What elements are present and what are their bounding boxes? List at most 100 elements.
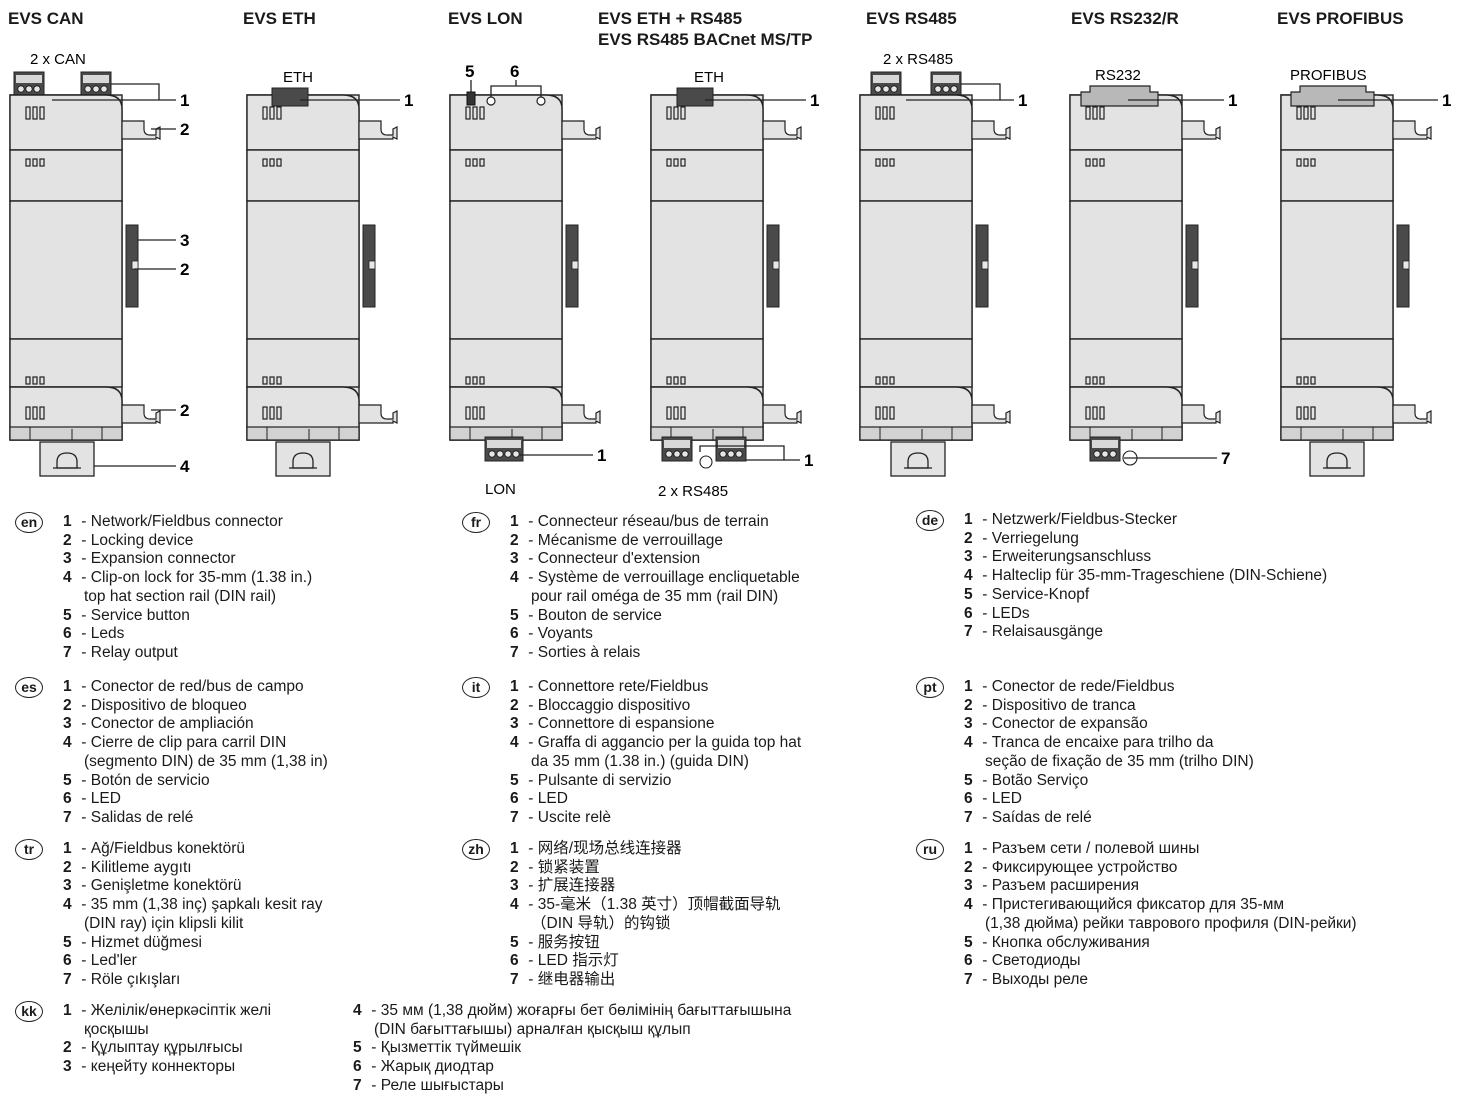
can-callout-din-clip: 4 <box>180 457 190 476</box>
rs232-relay-connector <box>1089 436 1121 462</box>
module-title-can: EVS CAN <box>8 9 84 28</box>
module-lon: 5 6 1 LON <box>449 62 606 498</box>
legend-es-item-7: 7 - Salidas de relé <box>63 808 194 826</box>
legend-kk-item-4-cont: (DIN бағыттағышы) арналған қысқыш құлып <box>374 1020 691 1038</box>
legend-pt-item-4: 4 - Tranca de encaixe para trilho da <box>964 734 1214 752</box>
legend-en-item-2: 2 - Locking device <box>63 531 194 549</box>
legend-it-item-4: 4 - Graffa di aggancio per la guida top … <box>510 734 802 752</box>
rs232-callout-connector: 1 <box>1228 91 1237 110</box>
eth-port-label: ETH <box>283 69 313 86</box>
eth-rs485-rj45-port <box>676 87 714 107</box>
legend-de-item-7: 7 - Relaisausgänge <box>964 623 1103 641</box>
eth-rs485-callout-rs485: 1 <box>804 451 813 470</box>
legend-it-item-4-cont: da 35 mm (1.38 in.) (guida DIN) <box>531 752 749 770</box>
profibus-sub-d-connector <box>1290 85 1375 107</box>
lon-service-button <box>466 91 476 106</box>
legend-es: es 1 - Conector de red/bus de campo 2 - … <box>15 677 328 828</box>
legend-en-item-7: 7 - Relay output <box>63 643 178 661</box>
legend-fr-item-4: 4 - Système de verrouillage encliquetabl… <box>510 569 800 587</box>
legend-pt-item-3: 3 - Conector de expansão <box>964 715 1148 733</box>
lang-badge-en: en <box>15 512 43 533</box>
legend-de-item-4: 4 - Halteclip für 35-mm-Trageschiene (DI… <box>964 567 1328 585</box>
legend-it: it 1 - Connettore rete/Fieldbus 2 - Bloc… <box>462 677 802 828</box>
profibus-din-clip <box>1309 441 1365 477</box>
profibus-callout-connector: 1 <box>1442 91 1451 110</box>
legend-fr-item-6: 6 - Voyants <box>510 625 593 643</box>
legend-ru-item-3: 3 - Разъем расширения <box>964 877 1140 895</box>
legend-zh-item-1: 1 - 网络/现场总线连接器 <box>510 840 682 857</box>
legend-tr-item-4: 4 - 35 mm (1,38 inç) şapkalı kesit ray <box>63 896 323 914</box>
legend-ru-item-4: 4 - Пристегивающийся фиксатор для 35-мм <box>964 896 1285 914</box>
legend-en-item-4: 4 - Clip-on lock for 35-mm (1.38 in.) <box>63 569 313 587</box>
rs232-callout-relay: 7 <box>1221 449 1230 468</box>
lon-callout-service: 5 <box>465 62 474 81</box>
legend-es-item-4: 4 - Cierre de clip para carril DIN <box>63 734 287 752</box>
legend-pt-item-6: 6 - LED <box>964 790 1022 808</box>
legend-kk-item-1: 1 - Желілік/өнеркәсіптік желі <box>63 1002 272 1019</box>
lang-badge-es: es <box>15 677 43 698</box>
legend-de-item-1: 1 - Netzwerk/Fieldbus-Stecker <box>964 511 1177 528</box>
can-connector-b <box>80 71 112 97</box>
legend-zh-item-5: 5 - 服务按钮 <box>510 933 600 951</box>
lang-badge-fr: fr <box>462 512 490 533</box>
legend-pt-item-7: 7 - Saídas de relé <box>964 808 1092 826</box>
module-title-rs232: EVS RS232/R <box>1071 9 1179 28</box>
legend-ru-item-2: 2 - Фиксирующее устройство <box>964 858 1178 876</box>
legend-en: en 1 - Network/Fieldbus connector 2 - Lo… <box>15 512 313 663</box>
legend-de-item-2: 2 - Verriegelung <box>964 529 1079 547</box>
eth-din-clip <box>275 441 331 477</box>
legend-ru: ru 1 - Разъем сети / полевой шины 2 - Фи… <box>916 839 1357 990</box>
legend-fr-item-4-cont: pour rail oméga de 35 mm (rail DIN) <box>531 587 779 605</box>
lon-bottom-label: LON <box>485 481 516 498</box>
legend-pt-item-1: 1 - Conector de rede/Fieldbus <box>964 678 1175 695</box>
eth-module-body <box>246 94 398 441</box>
eth-rs485-connector-a <box>661 436 693 462</box>
eth-rs485-bottom-label: 2 x RS485 <box>658 483 728 500</box>
eth-callout-connector: 1 <box>404 91 413 110</box>
lon-callout-connector: 1 <box>597 446 606 465</box>
legend-ru-item-7: 7 - Выходы реле <box>964 970 1088 988</box>
can-callout-lock-top: 2 <box>180 120 189 139</box>
legend-kk-item-4: 4 - 35 мм (1,38 дюйм) жоғарғы бет бөлімі… <box>353 1002 792 1019</box>
module-eth: ETH 1 <box>246 69 413 477</box>
module-profibus: PROFIBUS 1 <box>1280 67 1451 477</box>
legend-de-item-3: 3 - Erweiterungsanschluss <box>964 548 1152 566</box>
legend-kk-item-7: 7 - Реле шығыстары <box>353 1076 504 1094</box>
eth-rs485-module-body <box>650 94 802 441</box>
legend-tr-item-2: 2 - Kilitleme aygıtı <box>63 858 192 876</box>
eth-rs485-port-label: ETH <box>694 69 724 86</box>
legend-es-item-6: 6 - LED <box>63 790 121 808</box>
legend-fr-item-2: 2 - Mécanisme de verrouillage <box>510 531 724 549</box>
profibus-module-body <box>1280 94 1432 441</box>
legend-fr-item-1: 1 - Connecteur réseau/bus de terrain <box>510 513 769 530</box>
lang-badge-it: it <box>462 677 490 698</box>
module-title-lon: EVS LON <box>448 9 523 28</box>
legend-tr: tr 1 - Ağ/Fieldbus konektörü 2 - Kilitle… <box>15 839 323 990</box>
legend-tr-item-6: 6 - Led'ler <box>63 952 137 970</box>
rs485-callout-connector: 1 <box>1018 91 1027 110</box>
legend-kk-item-3: 3 - кеңейту коннекторы <box>63 1058 236 1076</box>
legend-pt-item-4-cont: seção de fixação de 35 mm (trilho DIN) <box>985 752 1254 770</box>
lang-badge-ru: ru <box>916 839 944 860</box>
legend-fr-item-7: 7 - Sorties à relais <box>510 643 641 661</box>
profibus-port-label: PROFIBUS <box>1290 67 1367 84</box>
legend-tr-item-4-cont: (DIN ray) için klipsli kilit <box>84 914 244 932</box>
legend-tr-item-3: 3 - Genişletme konektörü <box>63 877 242 895</box>
legend-it-item-7: 7 - Uscite relè <box>510 808 611 826</box>
legend-it-item-1: 1 - Connettore rete/Fieldbus <box>510 678 709 695</box>
module-title-rs485: EVS RS485 <box>866 9 957 28</box>
legend-pt-item-2: 2 - Dispositivo de tranca <box>964 696 1136 714</box>
legend-it-item-2: 2 - Bloccaggio dispositivo <box>510 696 691 714</box>
legend-pt-item-5: 5 - Botão Serviço <box>964 771 1089 789</box>
legend-es-item-4-cont: (segmento DIN) de 35 mm (1,38 in) <box>84 752 328 770</box>
legend-zh-item-2: 2 - 锁紧装置 <box>510 858 600 876</box>
legend-it-item-3: 3 - Connettore di espansione <box>510 715 715 733</box>
lon-connector <box>484 436 524 462</box>
rs485-connector-b <box>930 71 962 97</box>
legend-es-item-3: 3 - Conector de ampliación <box>63 715 254 733</box>
lang-badge-kk: kk <box>15 1001 43 1022</box>
rs232-module-body <box>1069 94 1221 441</box>
legend-fr-item-3: 3 - Connecteur d'extension <box>510 550 701 568</box>
can-connector-a <box>13 71 45 97</box>
legend-tr-item-5: 5 - Hizmet düğmesi <box>63 933 202 951</box>
